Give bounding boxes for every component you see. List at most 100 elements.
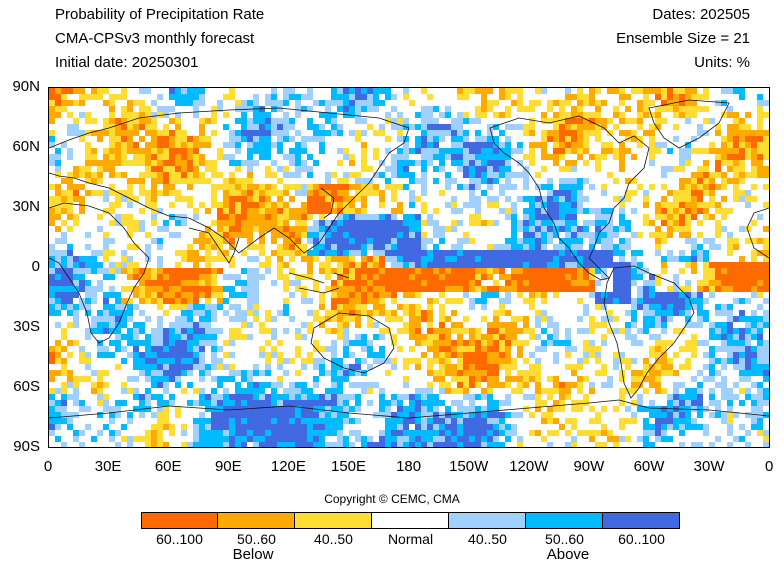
probability-cell [277,274,283,280]
probability-cell [163,172,169,178]
probability-cell [121,358,127,364]
probability-cell [517,412,523,418]
probability-cell [487,178,493,184]
probability-cell [421,352,427,358]
probability-cell [187,298,193,304]
probability-cell [565,94,571,100]
probability-cell [49,88,55,94]
probability-cell [391,184,397,190]
probability-cell [481,178,487,184]
probability-cell [487,364,493,370]
probability-cell [727,328,733,334]
probability-cell [187,322,193,328]
probability-cell [301,364,307,370]
probability-cell [415,400,421,406]
probability-cell [547,130,553,136]
probability-cell [295,442,301,447]
probability-cell [175,292,181,298]
probability-cell [49,106,55,112]
probability-cell [571,280,577,286]
probability-cell [79,286,85,292]
probability-cell [463,88,469,94]
probability-cell [397,250,403,256]
probability-cell [157,244,163,250]
probability-cell [247,136,253,142]
probability-cell [235,280,241,286]
probability-cell [727,340,733,346]
probability-cell [361,232,367,238]
probability-cell [607,328,613,334]
probability-cell [415,358,421,364]
probability-cell [583,94,589,100]
probability-cell [127,340,133,346]
probability-cell [337,244,343,250]
probability-cell [535,238,541,244]
probability-cell [385,268,391,274]
probability-cell [499,130,505,136]
probability-cell [385,370,391,376]
probability-cell [547,316,553,322]
probability-cell [631,412,637,418]
probability-cell [403,136,409,142]
probability-cell [415,442,421,447]
probability-cell [709,292,715,298]
probability-cell [493,202,499,208]
probability-cell [235,394,241,400]
probability-cell [565,382,571,388]
probability-cell [187,274,193,280]
probability-cell [247,232,253,238]
probability-cell [307,412,313,418]
probability-cell [727,304,733,310]
probability-cell [631,154,637,160]
probability-cell [67,310,73,316]
probability-cell [103,316,109,322]
probability-cell [133,124,139,130]
probability-cell [235,202,241,208]
probability-cell [757,388,763,394]
probability-cell [241,178,247,184]
probability-cell [415,178,421,184]
probability-cell [553,214,559,220]
probability-cell [169,364,175,370]
probability-cell [529,334,535,340]
probability-cell [649,154,655,160]
probability-cell [385,238,391,244]
probability-cell [49,424,55,430]
probability-cell [517,244,523,250]
probability-cell [193,166,199,172]
probability-cell [517,352,523,358]
probability-cell [157,316,163,322]
probability-cell [109,262,115,268]
probability-cell [199,292,205,298]
probability-cell [301,334,307,340]
probability-cell [685,280,691,286]
probability-cell [481,154,487,160]
probability-cell [535,226,541,232]
probability-cell [169,106,175,112]
probability-cell [343,298,349,304]
probability-cell [697,148,703,154]
probability-cell [517,226,523,232]
probability-cell [457,424,463,430]
probability-cell [589,346,595,352]
probability-cell [673,124,679,130]
probability-cell [739,424,745,430]
probability-cell [229,430,235,436]
probability-cell [595,322,601,328]
probability-cell [487,124,493,130]
probability-cell [529,160,535,166]
probability-cell [403,418,409,424]
probability-cell [619,202,625,208]
probability-cell [703,178,709,184]
probability-cell [259,370,265,376]
probability-cell [85,406,91,412]
probability-cell [295,214,301,220]
probability-cell [601,220,607,226]
probability-cell [175,196,181,202]
probability-cell [157,178,163,184]
probability-cell [349,280,355,286]
probability-cell [625,280,631,286]
probability-cell [721,310,727,316]
probability-cell [757,292,763,298]
probability-cell [427,106,433,112]
